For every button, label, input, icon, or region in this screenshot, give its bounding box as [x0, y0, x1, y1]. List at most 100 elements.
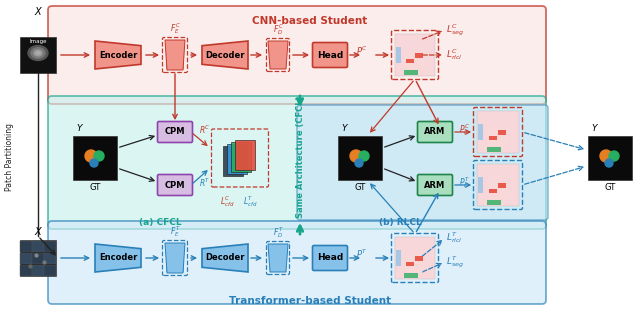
Bar	[20, 264, 31, 276]
Bar	[488, 194, 497, 199]
Bar	[396, 46, 401, 64]
Bar	[404, 272, 418, 277]
Bar	[32, 241, 44, 252]
Bar	[415, 59, 423, 64]
Bar	[32, 264, 44, 276]
Text: $P_r^T$: $P_r^T$	[459, 175, 470, 190]
Bar	[406, 262, 414, 266]
Text: Patch Partitioning: Patch Partitioning	[6, 123, 15, 191]
Text: CPM: CPM	[164, 180, 185, 189]
Bar	[406, 53, 414, 58]
Circle shape	[350, 150, 362, 162]
Bar	[44, 264, 56, 276]
Bar	[73, 136, 117, 180]
Bar	[406, 59, 414, 64]
Text: $F_D^C$: $F_D^C$	[273, 22, 284, 37]
FancyBboxPatch shape	[48, 221, 546, 304]
Text: (b) RLCL: (b) RLCL	[379, 218, 421, 227]
Bar	[395, 34, 435, 76]
Circle shape	[94, 151, 104, 161]
FancyBboxPatch shape	[312, 246, 348, 271]
FancyBboxPatch shape	[417, 175, 452, 196]
Text: $L_{seg}^T$: $L_{seg}^T$	[446, 254, 464, 270]
Text: CPM: CPM	[164, 127, 185, 136]
Ellipse shape	[28, 46, 48, 60]
Bar	[396, 250, 401, 266]
Text: Decoder: Decoder	[205, 254, 244, 263]
Bar	[415, 268, 423, 272]
Bar	[477, 177, 483, 193]
Bar	[498, 141, 506, 146]
Text: Head: Head	[317, 51, 343, 60]
Bar	[486, 147, 501, 152]
Bar	[498, 189, 506, 193]
Bar	[406, 268, 414, 272]
Text: Y: Y	[76, 124, 81, 133]
Circle shape	[605, 159, 613, 167]
Text: Y: Y	[341, 124, 346, 133]
Bar	[338, 136, 382, 180]
FancyBboxPatch shape	[48, 6, 546, 104]
Circle shape	[600, 150, 612, 162]
Circle shape	[85, 150, 97, 162]
Text: $F_D^T$: $F_D^T$	[273, 225, 284, 240]
Bar	[498, 183, 506, 188]
Bar	[488, 183, 497, 188]
Bar	[270, 42, 286, 68]
Bar	[235, 140, 255, 170]
Bar	[488, 189, 497, 193]
Bar	[488, 136, 497, 140]
Bar	[166, 41, 184, 69]
Bar	[404, 69, 418, 74]
Bar	[406, 64, 414, 69]
Bar	[231, 142, 251, 172]
Text: $R^C$: $R^C$	[199, 124, 211, 136]
Text: $F_E^T$: $F_E^T$	[170, 224, 180, 239]
Text: $L_{cfd}^T$: $L_{cfd}^T$	[243, 195, 257, 210]
Bar	[227, 144, 247, 174]
Text: Head: Head	[317, 254, 343, 263]
Bar	[498, 194, 506, 199]
Ellipse shape	[31, 48, 45, 58]
Ellipse shape	[36, 51, 40, 55]
Bar	[32, 253, 44, 264]
Text: Encoder: Encoder	[99, 254, 137, 263]
Text: Transformer-based Student: Transformer-based Student	[229, 296, 391, 306]
FancyBboxPatch shape	[417, 122, 452, 143]
Text: GT: GT	[355, 183, 365, 192]
Bar	[44, 241, 56, 252]
Circle shape	[355, 159, 363, 167]
Bar	[488, 130, 497, 135]
Polygon shape	[202, 244, 248, 272]
Bar	[223, 146, 243, 176]
Bar	[588, 136, 632, 180]
Text: X: X	[35, 227, 42, 237]
Polygon shape	[165, 243, 185, 273]
Ellipse shape	[34, 50, 42, 56]
Polygon shape	[268, 41, 288, 69]
Bar	[477, 124, 483, 140]
Bar	[20, 253, 31, 264]
Bar	[415, 64, 423, 69]
Text: $L_{rlcl}^C$: $L_{rlcl}^C$	[446, 47, 463, 62]
Bar	[488, 141, 497, 146]
Bar	[20, 240, 56, 276]
FancyBboxPatch shape	[157, 122, 193, 143]
Text: $F_E^C$: $F_E^C$	[170, 21, 180, 36]
Text: GT: GT	[604, 183, 616, 192]
Bar	[477, 111, 519, 153]
FancyBboxPatch shape	[297, 105, 548, 220]
Bar	[166, 244, 184, 272]
Bar	[415, 262, 423, 266]
Text: ARM: ARM	[424, 180, 445, 189]
Bar	[20, 241, 31, 252]
Text: CNN-based Student: CNN-based Student	[252, 16, 367, 26]
Bar	[406, 256, 414, 261]
Bar	[270, 245, 286, 271]
Text: $P^C$: $P^C$	[356, 45, 368, 57]
Text: Encoder: Encoder	[99, 51, 137, 60]
Bar	[20, 37, 56, 73]
Text: $P^T$: $P^T$	[356, 248, 368, 260]
Text: $L_{seg}^C$: $L_{seg}^C$	[446, 22, 464, 38]
FancyBboxPatch shape	[157, 175, 193, 196]
